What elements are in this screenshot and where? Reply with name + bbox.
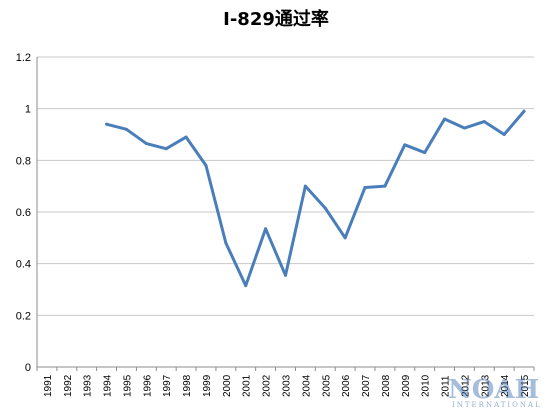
y-tick-label: 0.8 xyxy=(16,155,31,167)
x-tick-label: 2005 xyxy=(321,374,332,397)
axes xyxy=(36,57,535,371)
data-point-1997 xyxy=(164,147,168,151)
data-point-2002 xyxy=(264,227,268,231)
data-point-2014 xyxy=(502,133,506,136)
y-tick-label: 0.2 xyxy=(16,310,31,322)
x-axis-ticks: 1991 1992 1993 1994 1995 1996 1997 1998 1999 2000… xyxy=(43,374,531,397)
data-point-2005 xyxy=(323,206,327,210)
x-tick-label: 1994 xyxy=(103,374,114,397)
data-point-2015 xyxy=(522,109,526,113)
x-tick-label: 2012 xyxy=(460,374,471,397)
data-point-2012 xyxy=(462,126,466,130)
data-point-2011 xyxy=(443,117,447,121)
x-tick-label: 2003 xyxy=(282,374,293,397)
x-tick-label: 2015 xyxy=(520,374,531,397)
x-tick-label: 2004 xyxy=(301,374,312,397)
data-point-2009 xyxy=(403,143,407,147)
x-tick-label: 2010 xyxy=(421,374,432,397)
x-tick-label: 1997 xyxy=(162,374,173,397)
data-point-2000 xyxy=(224,241,228,245)
data-point-1999 xyxy=(204,164,208,167)
x-tick-label: 1998 xyxy=(182,374,193,397)
y-tick-label: 0.4 xyxy=(16,259,31,271)
data-point-1998 xyxy=(184,135,188,139)
chart-title: I-829通过率 xyxy=(223,8,329,30)
data-point-2003 xyxy=(284,273,287,277)
series-line-0 xyxy=(105,109,526,288)
x-tick-label: 2008 xyxy=(381,374,392,397)
x-tick-label: 2009 xyxy=(401,374,412,397)
data-point-2001 xyxy=(244,284,248,288)
logo-subtext: INTERNATIONAL xyxy=(452,401,542,409)
x-tick-label: 2007 xyxy=(361,374,372,397)
data-point-1995 xyxy=(124,127,128,131)
x-tick-label: 2000 xyxy=(222,374,233,397)
x-tick-label: 1996 xyxy=(142,374,153,397)
y-tick-label: 0.6 xyxy=(16,207,31,219)
y-tick-label: 1 xyxy=(25,104,31,116)
data-point-2013 xyxy=(482,120,486,124)
data-point-1996 xyxy=(144,142,148,146)
x-tick-label: 2002 xyxy=(262,374,273,397)
x-tick-label: 2001 xyxy=(242,374,253,397)
series-layer xyxy=(105,109,526,288)
gridlines xyxy=(37,56,534,316)
x-tick-label: 2011 xyxy=(441,375,452,397)
x-tick-label: 1991 xyxy=(43,374,54,397)
data-point-2007 xyxy=(363,185,367,189)
x-tick-label: 1999 xyxy=(202,374,213,397)
data-point-2004 xyxy=(303,184,307,188)
x-tick-label: 1993 xyxy=(83,374,94,397)
noah-logo-watermark: NOAH INTERNATIONAL xyxy=(448,375,542,409)
logo-text: NOAH xyxy=(448,375,539,405)
y-tick-label: 1.2 xyxy=(16,52,31,64)
y-tick-label: 0 xyxy=(25,362,31,374)
data-point-2008 xyxy=(383,184,387,188)
y-axis-ticks: 0 0.2 0.4 0.6 0.8 1 1.2 xyxy=(16,52,31,374)
x-tick-label: 2014 xyxy=(500,374,511,397)
x-tick-label: 1992 xyxy=(63,374,74,397)
data-point-2010 xyxy=(423,151,427,155)
x-tick-label: 2013 xyxy=(480,374,491,397)
data-point-2006 xyxy=(343,236,347,240)
data-point-1994 xyxy=(105,122,109,126)
x-tick-label: 1995 xyxy=(122,374,133,397)
x-tick-label: 2006 xyxy=(341,374,352,397)
